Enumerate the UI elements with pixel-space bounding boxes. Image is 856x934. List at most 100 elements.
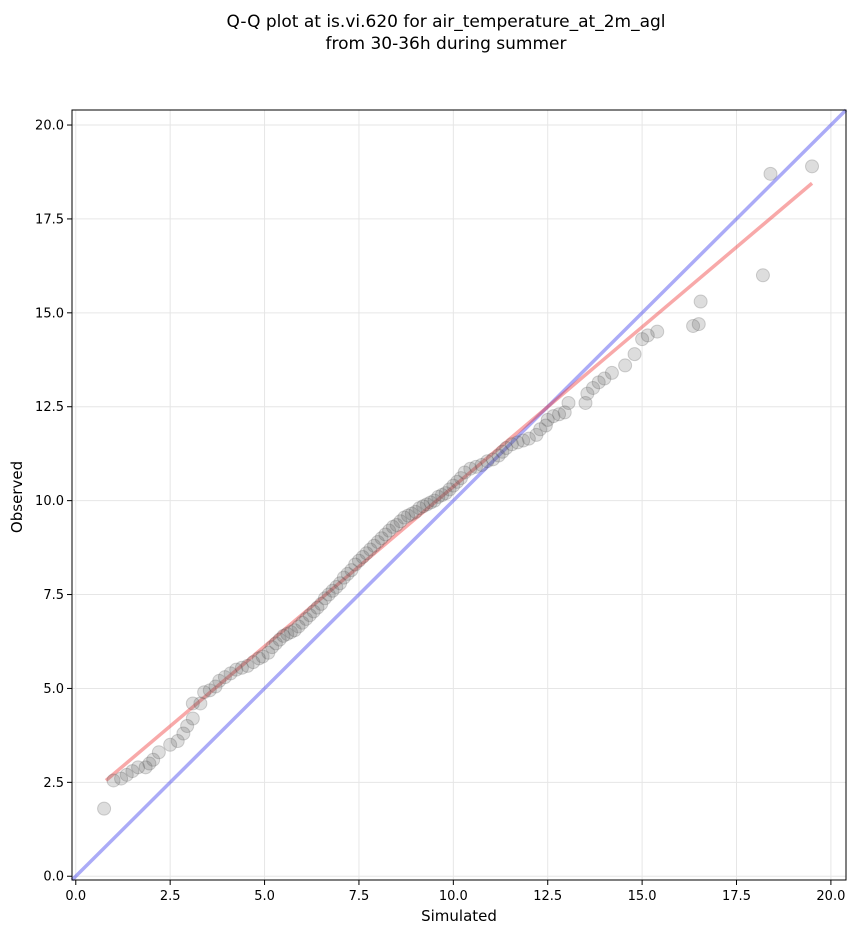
chart-title-line-2: from 30-36h during summer — [326, 34, 567, 54]
data-point — [180, 719, 195, 733]
data-point — [359, 546, 374, 561]
data-point — [393, 514, 408, 529]
data-point — [176, 726, 191, 741]
data-point — [435, 488, 450, 502]
data-point — [650, 324, 665, 339]
data-point — [202, 683, 217, 698]
data-point — [317, 591, 332, 606]
data-point — [552, 407, 567, 422]
data-point — [491, 448, 506, 463]
data-point — [217, 670, 232, 685]
y-tick-label: 15.0 — [35, 306, 64, 321]
x-tick-label: 20.0 — [816, 889, 845, 904]
data-point — [591, 375, 606, 390]
data-point — [578, 395, 593, 410]
data-point — [480, 454, 495, 469]
y-tick-label: 12.5 — [35, 400, 64, 415]
data-point — [314, 596, 329, 611]
data-point — [755, 268, 770, 283]
data-point — [306, 604, 321, 619]
data-point — [138, 760, 153, 775]
data-point — [446, 478, 461, 493]
data-point — [557, 405, 572, 420]
data-point — [546, 409, 561, 424]
data-point — [310, 600, 325, 615]
identity-line — [70, 108, 848, 882]
data-point — [374, 531, 389, 546]
data-point — [276, 628, 291, 643]
data-point — [423, 495, 438, 510]
data-point — [561, 395, 576, 410]
data-point — [333, 576, 348, 591]
data-point — [185, 696, 200, 711]
y-tick-label: 17.5 — [35, 212, 64, 227]
data-point — [125, 764, 140, 779]
data-point — [185, 711, 200, 726]
data-point — [348, 557, 363, 572]
data-point — [142, 756, 157, 771]
data-point — [370, 534, 385, 549]
data-point — [351, 553, 366, 568]
x-axis-label: Simulated — [421, 907, 497, 925]
data-point — [604, 365, 619, 380]
data-point — [516, 433, 531, 448]
data-point — [280, 626, 295, 641]
data-point — [510, 435, 525, 450]
data-point — [521, 431, 536, 446]
x-tick-label: 17.5 — [722, 889, 751, 904]
x-axis-ticks: 0.0 2.5 5.0 7.5 10.0 12.5 15.0 17.5 20.0 — [65, 880, 845, 904]
data-point — [299, 611, 314, 626]
data-point — [106, 773, 121, 788]
data-point — [344, 563, 359, 578]
data-point — [412, 501, 427, 516]
data-point — [163, 737, 178, 752]
data-point — [805, 159, 820, 174]
data-point — [453, 471, 468, 486]
x-tick-label: 0.0 — [65, 889, 86, 904]
data-point — [325, 583, 340, 598]
fit-line — [104, 181, 814, 782]
data-point — [363, 542, 378, 557]
y-tick-label: 0.0 — [43, 870, 64, 885]
x-tick-label: 7.5 — [349, 889, 370, 904]
data-point — [763, 166, 778, 181]
data-point — [378, 527, 393, 542]
data-point — [485, 452, 500, 467]
data-point — [533, 422, 548, 437]
data-point — [431, 489, 446, 504]
data-point — [499, 441, 514, 456]
data-point — [272, 632, 287, 647]
data-point — [382, 523, 397, 538]
grid-lines — [72, 110, 846, 880]
data-point — [419, 497, 434, 512]
x-tick-label: 12.5 — [533, 889, 562, 904]
data-point — [340, 566, 355, 581]
data-point — [302, 608, 317, 623]
data-point — [691, 317, 706, 332]
data-point — [450, 474, 465, 489]
data-point — [329, 580, 344, 595]
data-point — [416, 499, 431, 514]
data-point — [635, 332, 650, 347]
data-point — [442, 482, 457, 497]
data-point — [229, 662, 244, 677]
data-point — [255, 649, 270, 664]
data-point — [538, 418, 553, 433]
data-point — [119, 767, 134, 782]
data-point — [463, 461, 478, 476]
data-point — [540, 412, 555, 427]
reference-lines — [70, 108, 848, 882]
y-axis-label: Observed — [8, 461, 26, 533]
data-point — [287, 623, 302, 638]
data-point — [193, 696, 208, 711]
data-point — [212, 673, 227, 688]
data-point — [261, 645, 276, 660]
data-point — [580, 386, 595, 401]
data-point — [474, 457, 489, 472]
chart-title-line-1: Q-Q plot at is.vi.620 for air_temperatur… — [226, 12, 665, 32]
data-point — [223, 666, 238, 681]
data-point — [114, 771, 129, 786]
y-tick-label: 2.5 — [43, 776, 64, 791]
data-point — [291, 619, 306, 634]
